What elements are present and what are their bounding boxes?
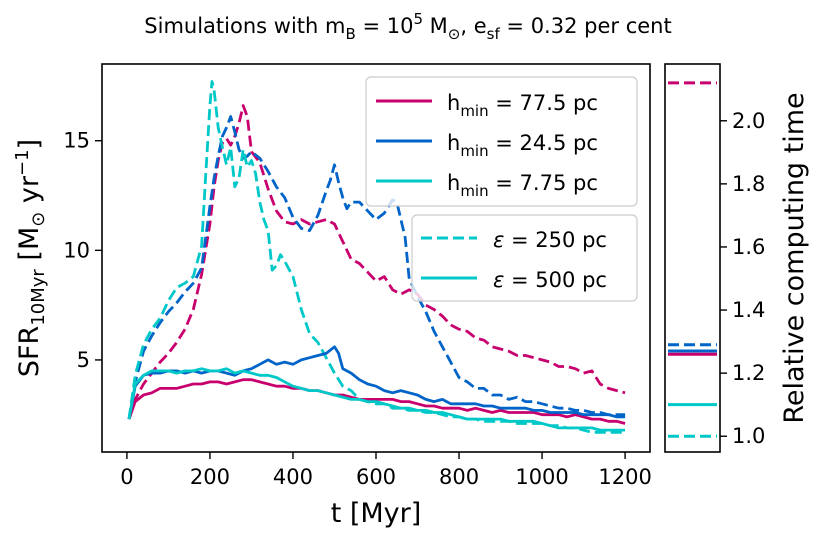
main-y-axis-title: SFR10Myr [M⊙ yr−1] (12, 139, 49, 377)
series-magenta-solid (127, 378, 626, 425)
legend-softening-label-1: ε = 250 pc (493, 228, 607, 252)
computing-time-tick-label: 1.4 (732, 298, 765, 322)
computing-time-tick-label: 1.6 (732, 235, 765, 259)
computing-time-panel: 1.0 1.2 1.4 1.6 1.8 2.0 Relative computing ti… (664, 63, 810, 453)
series-cyan-dashed (127, 80, 626, 434)
x-tick-label: 600 (356, 465, 396, 489)
computing-time-tick-label: 1.0 (732, 424, 765, 448)
y-tick-label: 5 (77, 348, 90, 372)
legend-resolution-label-2: hmin = 24.5 pc (447, 131, 598, 160)
computing-time-tick-label: 1.8 (732, 172, 765, 196)
legend-resolution-label-3: hmin = 7.75 pc (447, 171, 598, 200)
x-tick-label: 1000 (515, 465, 568, 489)
x-tick-label: 800 (439, 465, 479, 489)
legend-softening: ε = 250 pc ε = 500 pc (411, 214, 638, 302)
legend-resolution-box (365, 76, 638, 207)
computing-time-frame (664, 63, 721, 453)
main-plot: 0 200 400 600 800 1000 1200 5 10 15 SFR10Myr [M⊙ … (12, 63, 652, 529)
legend-resolution: hmin = 77.5 pc hmin = 24.5 pc hmin = 7.7… (365, 76, 638, 207)
figure-title: Simulations with mB = 105 M⊙, esf = 0.32… (144, 10, 671, 43)
series-magenta-dashed (127, 104, 626, 420)
series-blue-dashed (127, 115, 626, 420)
legend-resolution-label-1: hmin = 77.5 pc (447, 91, 598, 120)
computing-time-axis-title: Relative computing time (779, 92, 810, 423)
y-tick-label: 15 (63, 129, 90, 153)
x-tick-label: 400 (273, 465, 313, 489)
legend-softening-label-2: ε = 500 pc (493, 268, 607, 292)
computing-time-tick-label: 2.0 (732, 109, 765, 133)
main-x-axis-title: t [Myr] (331, 498, 422, 529)
y-tick-label: 10 (63, 238, 90, 262)
main-plot-frame (101, 63, 651, 453)
series-cyan-solid (127, 367, 626, 432)
computing-time-tick-label: 1.2 (732, 361, 765, 385)
x-tick-label: 200 (190, 465, 230, 489)
x-tick-label: 1200 (598, 465, 651, 489)
x-tick-label: 0 (120, 465, 133, 489)
